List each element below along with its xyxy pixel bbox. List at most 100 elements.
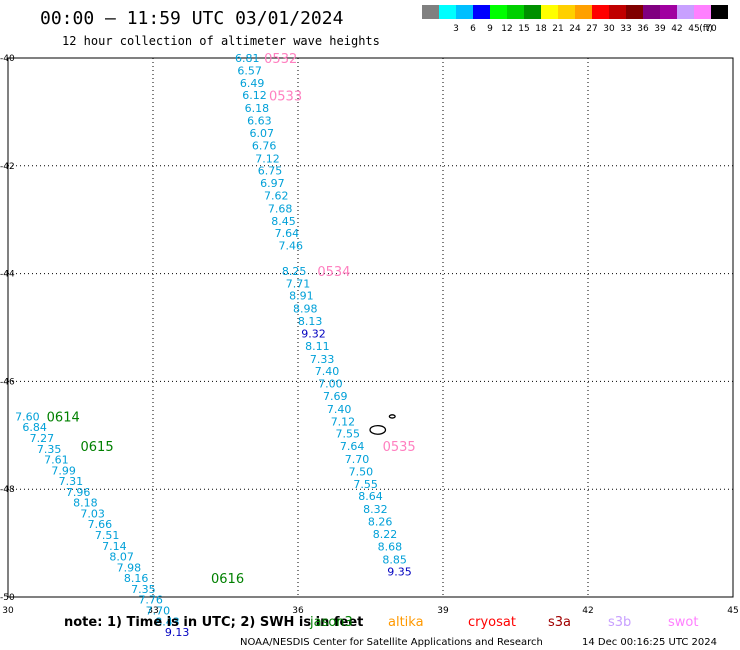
- swh-label: 8.13: [298, 315, 323, 328]
- swh-label: 7.33: [310, 353, 335, 366]
- swh-label: 7.76: [138, 594, 163, 607]
- swh-label: 7.61: [44, 454, 69, 467]
- colorbar-tick-label: 42: [671, 24, 682, 34]
- colorbar-swatch: [626, 5, 643, 19]
- time-label: 0615: [81, 440, 114, 455]
- swh-label: 8.45: [271, 215, 296, 228]
- swh-label: 7.03: [80, 507, 105, 520]
- swh-label: 8.22: [373, 528, 398, 541]
- swh-label: 8.64: [358, 490, 383, 503]
- swh-label: 8.91: [289, 290, 314, 303]
- swh-label: 9.35: [387, 566, 412, 579]
- time-label: 0535: [383, 440, 416, 455]
- swh-label: 7.46: [279, 240, 304, 253]
- swh-label: 9.32: [301, 327, 326, 340]
- colorbar-swatch: [660, 5, 677, 19]
- page-title: 00:00 — 11:59 UTC 03/01/2024: [40, 8, 344, 29]
- time-label: 0614: [47, 410, 80, 425]
- island-large: [369, 424, 387, 435]
- colorbar-tick-label: 36: [637, 24, 649, 34]
- page-subtitle: 12 hour collection of altimeter wave hei…: [62, 34, 380, 48]
- lat-tick-label: -40: [0, 54, 15, 64]
- swh-label: 7.62: [264, 189, 289, 202]
- colorbar-swatch: [711, 5, 728, 19]
- swh-label: 6.84: [22, 421, 47, 434]
- colorbar-tick-label: 18: [535, 24, 547, 34]
- swh-label: 7.60: [15, 410, 40, 423]
- swh-label: 8.11: [305, 340, 330, 353]
- colorbar-tick-label: 33: [620, 24, 631, 34]
- swh-label: 6.12: [242, 89, 267, 102]
- time-label: 0534: [317, 265, 350, 280]
- swh-label: 7.35: [37, 443, 62, 456]
- colorbar-tick-label: 3: [453, 24, 459, 34]
- time-label: 0616: [211, 572, 244, 587]
- colorbar-tick-label: 27: [586, 24, 597, 34]
- swh-label: 7.71: [286, 277, 311, 290]
- colorbar-swatch: [473, 5, 490, 19]
- swh-label: 8.16: [124, 572, 149, 585]
- colorbar-swatch: [456, 5, 473, 19]
- swh-label: 9.13: [165, 626, 190, 639]
- island-small: [388, 414, 396, 419]
- swh-label: 7.66: [88, 518, 113, 531]
- colorbar-swatch: [422, 5, 439, 19]
- swh-label: 7.55: [336, 428, 361, 441]
- swh-label: 6.63: [247, 115, 272, 128]
- swh-label: 8.18: [73, 497, 98, 510]
- lat-tick-label: -46: [0, 377, 15, 387]
- lon-tick-label: 39: [437, 606, 449, 616]
- swh-label: 6.76: [252, 139, 277, 152]
- swh-label: 7.14: [102, 540, 127, 553]
- swh-label: 8.43: [155, 615, 180, 628]
- colorbar-swatch: [439, 5, 456, 19]
- swh-label: 6.97: [260, 177, 285, 190]
- swh-label: 8.68: [378, 540, 403, 553]
- swh-label: 7.12: [331, 415, 356, 428]
- swh-label: 7.27: [30, 432, 55, 445]
- swh-label: 6.75: [258, 165, 283, 178]
- colorbar-swatch: [524, 5, 541, 19]
- swh-label: 7.64: [340, 440, 365, 453]
- colorbar-tick-label: 12: [501, 24, 512, 34]
- swh-label: 7.40: [327, 403, 352, 416]
- time-label: 0532: [264, 52, 297, 67]
- colorbar-tick-label: 6: [470, 24, 476, 34]
- swh-label: 8.07: [109, 551, 134, 564]
- colorbar-swatch: [507, 5, 524, 19]
- swh-label: 7.31: [59, 475, 84, 488]
- swh-label: 7.68: [268, 202, 293, 215]
- lon-tick-label: 42: [582, 606, 593, 616]
- swh-label: 7.64: [275, 227, 300, 240]
- swh-label: 6.57: [237, 64, 262, 77]
- lon-tick-label: 30: [2, 606, 14, 616]
- swh-label: 8.85: [382, 553, 407, 566]
- lat-tick-label: -48: [0, 485, 15, 495]
- colorbar-swatch: [490, 5, 507, 19]
- colorbar-unit: (ft): [699, 24, 713, 34]
- lat-tick-label: -50: [0, 593, 15, 603]
- lat-tick-label: -44: [0, 270, 15, 280]
- swh-label: 6.81: [235, 52, 260, 65]
- swh-label: 7.55: [353, 478, 378, 491]
- swh-label: 6.49: [240, 77, 265, 90]
- colorbar-tick-label: 45: [688, 24, 699, 34]
- swh-label: 7.70: [345, 453, 370, 466]
- colorbar-swatch: [592, 5, 609, 19]
- colorbar-tick-label: 21: [552, 24, 563, 34]
- colorbar-swatch: [677, 5, 694, 19]
- colorbar-tick-label: 30: [603, 24, 615, 34]
- swh-label: 7.98: [117, 561, 142, 574]
- colorbar-tick-label: 9: [487, 24, 493, 34]
- swh-label: 8.32: [363, 503, 388, 516]
- swh-label: 8.26: [368, 516, 393, 529]
- colorbar-tick-label: 70: [705, 24, 717, 34]
- swh-label: 7.70: [146, 604, 171, 617]
- swh-label: 7.00: [318, 378, 343, 391]
- swh-label: 8.25: [282, 265, 307, 278]
- lat-tick-label: -42: [0, 162, 15, 172]
- colorbar-tick-label: 39: [654, 24, 666, 34]
- swh-label: 7.12: [255, 152, 280, 165]
- swh-label: 7.96: [66, 486, 91, 499]
